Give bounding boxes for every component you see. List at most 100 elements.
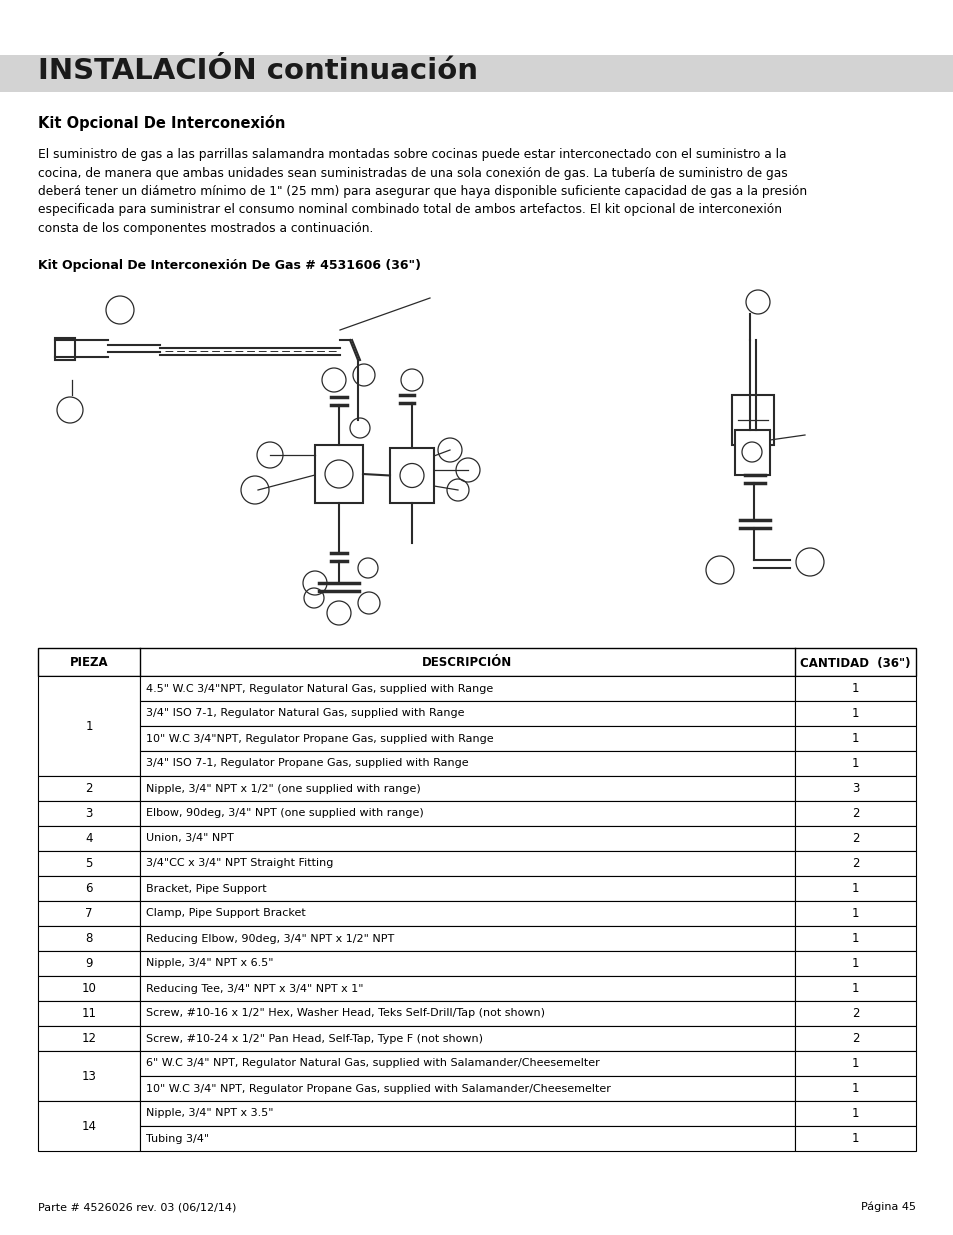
Bar xyxy=(38,648,915,676)
Bar xyxy=(55,338,75,359)
Text: 1: 1 xyxy=(851,757,859,769)
Bar xyxy=(140,701,794,726)
Text: 1: 1 xyxy=(851,706,859,720)
Bar xyxy=(38,1026,140,1051)
Text: 4: 4 xyxy=(85,832,92,845)
Text: Parte # 4526026 rev. 03 (06/12/14): Parte # 4526026 rev. 03 (06/12/14) xyxy=(38,1202,236,1212)
Text: 1: 1 xyxy=(851,906,859,920)
Text: 3/4" ISO 7-1, Regulator Natural Gas, supplied with Range: 3/4" ISO 7-1, Regulator Natural Gas, sup… xyxy=(146,709,464,719)
Bar xyxy=(794,902,915,926)
Bar xyxy=(140,951,794,976)
Bar xyxy=(38,902,140,926)
Text: 3/4" ISO 7-1, Regulator Propane Gas, supplied with Range: 3/4" ISO 7-1, Regulator Propane Gas, sup… xyxy=(146,758,468,768)
Text: DESCRIPCIÓN: DESCRIPCIÓN xyxy=(422,657,512,669)
Text: 1: 1 xyxy=(851,982,859,995)
Bar xyxy=(140,1051,794,1076)
Bar xyxy=(140,802,794,826)
Bar xyxy=(794,1100,915,1126)
Text: 8: 8 xyxy=(85,932,92,945)
Text: 2: 2 xyxy=(851,857,859,869)
Text: Screw, #10-16 x 1/2" Hex, Washer Head, Teks Self-Drill/Tap (not shown): Screw, #10-16 x 1/2" Hex, Washer Head, T… xyxy=(146,1009,544,1019)
Bar xyxy=(794,851,915,876)
Text: CANTIDAD  (36"): CANTIDAD (36") xyxy=(800,657,910,669)
Bar xyxy=(794,1051,915,1076)
Text: El suministro de gas a las parrillas salamandra montadas sobre cocinas puede est: El suministro de gas a las parrillas sal… xyxy=(38,148,785,161)
Text: INSTALACIÓN continuación: INSTALACIÓN continuación xyxy=(38,57,477,85)
Bar xyxy=(38,1100,140,1151)
Text: 2: 2 xyxy=(851,1007,859,1020)
Bar xyxy=(794,676,915,701)
Bar xyxy=(38,926,140,951)
Text: 10: 10 xyxy=(81,982,96,995)
Text: 1: 1 xyxy=(851,1132,859,1145)
Text: Reducing Tee, 3/4" NPT x 3/4" NPT x 1": Reducing Tee, 3/4" NPT x 3/4" NPT x 1" xyxy=(146,983,363,993)
Text: Nipple, 3/4" NPT x 1/2" (one supplied with range): Nipple, 3/4" NPT x 1/2" (one supplied wi… xyxy=(146,783,420,794)
Bar xyxy=(140,1076,794,1100)
Text: 14: 14 xyxy=(81,1119,96,1132)
Bar xyxy=(140,1100,794,1126)
Text: 9: 9 xyxy=(85,957,92,969)
Text: 13: 13 xyxy=(81,1070,96,1083)
Bar xyxy=(140,751,794,776)
Bar xyxy=(794,1076,915,1100)
Bar xyxy=(140,1126,794,1151)
Bar xyxy=(794,776,915,802)
Bar xyxy=(140,676,794,701)
Bar xyxy=(794,976,915,1002)
Text: Clamp, Pipe Support Bracket: Clamp, Pipe Support Bracket xyxy=(146,909,305,919)
Bar xyxy=(140,876,794,902)
Text: Screw, #10-24 x 1/2" Pan Head, Self-Tap, Type F (not shown): Screw, #10-24 x 1/2" Pan Head, Self-Tap,… xyxy=(146,1034,482,1044)
Bar xyxy=(38,1002,140,1026)
Bar xyxy=(38,976,140,1002)
Bar xyxy=(140,902,794,926)
Text: PIEZA: PIEZA xyxy=(70,657,109,669)
Bar xyxy=(734,430,769,475)
Bar xyxy=(140,851,794,876)
Bar xyxy=(140,926,794,951)
Text: 3: 3 xyxy=(85,806,92,820)
Bar xyxy=(794,826,915,851)
Text: 2: 2 xyxy=(85,782,92,795)
Bar xyxy=(794,726,915,751)
Text: Reducing Elbow, 90deg, 3/4" NPT x 1/2" NPT: Reducing Elbow, 90deg, 3/4" NPT x 1/2" N… xyxy=(146,934,394,944)
Text: Nipple, 3/4" NPT x 6.5": Nipple, 3/4" NPT x 6.5" xyxy=(146,958,274,968)
Text: Bracket, Pipe Support: Bracket, Pipe Support xyxy=(146,883,266,893)
Bar xyxy=(794,1002,915,1026)
Bar xyxy=(38,951,140,976)
Text: Nipple, 3/4" NPT x 3.5": Nipple, 3/4" NPT x 3.5" xyxy=(146,1109,274,1119)
Bar xyxy=(794,701,915,726)
Bar xyxy=(0,56,953,91)
Bar xyxy=(38,776,140,802)
Text: 10" W.C 3/4"NPT, Regulator Propane Gas, supplied with Range: 10" W.C 3/4"NPT, Regulator Propane Gas, … xyxy=(146,734,493,743)
Bar xyxy=(38,676,140,776)
Text: 10" W.C 3/4" NPT, Regulator Propane Gas, supplied with Salamander/Cheesemelter: 10" W.C 3/4" NPT, Regulator Propane Gas,… xyxy=(146,1083,610,1093)
Text: 1: 1 xyxy=(851,1082,859,1095)
Text: Kit Opcional De Interconexión: Kit Opcional De Interconexión xyxy=(38,115,285,131)
Bar xyxy=(140,1026,794,1051)
Bar xyxy=(390,448,434,503)
Text: 12: 12 xyxy=(81,1032,96,1045)
Text: 3/4"CC x 3/4" NPT Straight Fitting: 3/4"CC x 3/4" NPT Straight Fitting xyxy=(146,858,333,868)
Bar xyxy=(794,926,915,951)
Text: 1: 1 xyxy=(851,932,859,945)
Text: Elbow, 90deg, 3/4" NPT (one supplied with range): Elbow, 90deg, 3/4" NPT (one supplied wit… xyxy=(146,809,423,819)
Bar xyxy=(731,395,773,445)
Text: especificada para suministrar el consumo nominal combinado total de ambos artefa: especificada para suministrar el consumo… xyxy=(38,204,781,216)
Bar xyxy=(38,851,140,876)
Text: Union, 3/4" NPT: Union, 3/4" NPT xyxy=(146,834,233,844)
Text: 1: 1 xyxy=(851,882,859,895)
Bar xyxy=(140,976,794,1002)
Text: 2: 2 xyxy=(851,1032,859,1045)
Text: 2: 2 xyxy=(851,832,859,845)
Bar xyxy=(794,951,915,976)
Bar xyxy=(794,751,915,776)
Bar xyxy=(314,445,363,503)
Text: Tubing 3/4": Tubing 3/4" xyxy=(146,1134,209,1144)
Bar xyxy=(38,876,140,902)
Text: 1: 1 xyxy=(851,1057,859,1070)
Text: Kit Opcional De Interconexión De Gas # 4531606 (36"): Kit Opcional De Interconexión De Gas # 4… xyxy=(38,258,420,272)
Bar xyxy=(794,1026,915,1051)
Text: 1: 1 xyxy=(851,1107,859,1120)
Text: 1: 1 xyxy=(851,957,859,969)
Text: 1: 1 xyxy=(85,720,92,732)
